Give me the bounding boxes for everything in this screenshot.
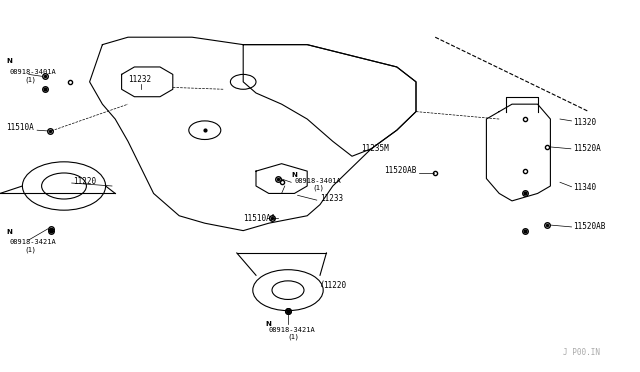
Text: N: N [6,230,12,235]
Text: (1): (1) [314,185,324,191]
Text: N: N [6,58,12,64]
Text: 11320: 11320 [573,118,596,126]
Text: 11510A: 11510A [6,123,34,132]
Text: 11220: 11220 [323,281,346,290]
Text: J P00.IN: J P00.IN [563,348,600,357]
Text: 11233: 11233 [320,194,343,203]
Text: (1): (1) [26,77,36,83]
Text: 08918-3421A: 08918-3421A [269,327,316,333]
Text: 08918-3421A: 08918-3421A [10,239,56,245]
Text: 08918-3401A: 08918-3401A [10,70,56,76]
Text: 11232: 11232 [128,75,151,84]
Text: 11220: 11220 [74,177,97,186]
Text: 08918-3401A: 08918-3401A [294,178,341,184]
Text: 11520A: 11520A [573,144,600,153]
Text: 11520AB: 11520AB [384,166,417,175]
Text: 11340: 11340 [573,183,596,192]
Text: (1): (1) [26,246,36,253]
Text: (1): (1) [288,334,298,340]
Text: N: N [291,172,297,178]
Text: 11510AA: 11510AA [243,214,276,223]
Text: N: N [266,321,271,327]
Text: 11520AB: 11520AB [573,222,605,231]
Text: 11235M: 11235M [362,144,389,153]
